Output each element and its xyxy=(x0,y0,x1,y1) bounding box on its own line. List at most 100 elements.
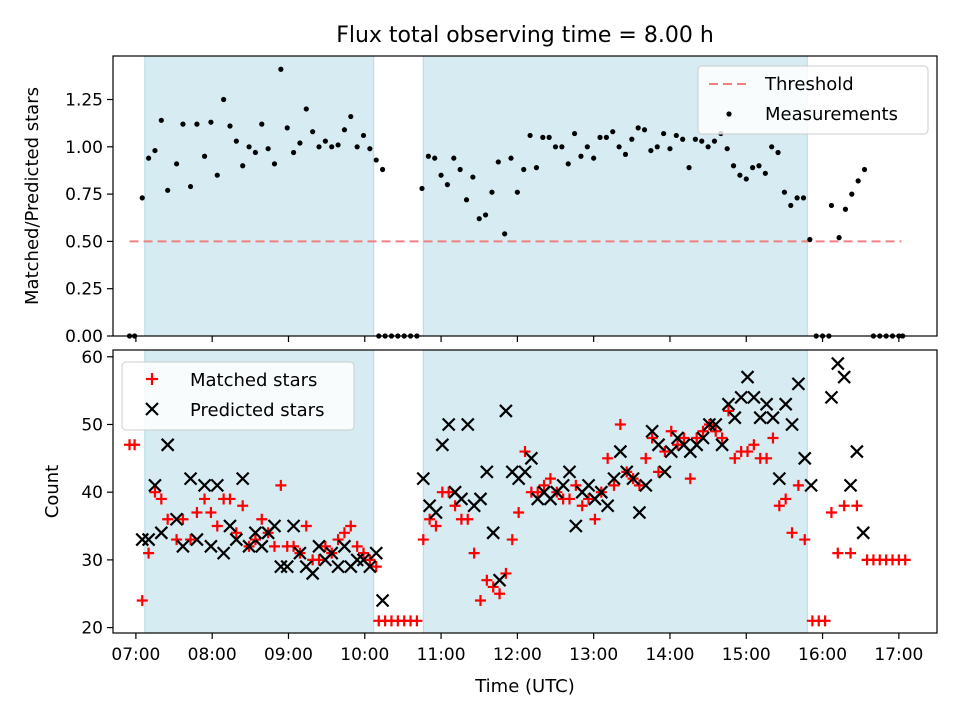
legend-measurements-swatch xyxy=(726,111,732,117)
measurement-point xyxy=(667,146,673,152)
matched-star-marker xyxy=(155,493,167,505)
matched-star-marker xyxy=(678,432,690,444)
matched-star-marker xyxy=(129,439,141,451)
matched-star-marker xyxy=(443,486,455,498)
bottom-y-tick-label: 30 xyxy=(81,551,103,571)
predicted-star-marker xyxy=(600,498,615,513)
measurement-point xyxy=(316,144,322,150)
bottom-y-tick-label: 50 xyxy=(81,415,103,435)
bottom-x-ticks: 07:00 08:00 09:00 10:00 11:00 12:00 13:00 14:00… xyxy=(111,633,923,665)
x-tick-label: 15:00 xyxy=(722,645,771,665)
measurement-point xyxy=(463,197,470,203)
matched-star-marker xyxy=(149,486,161,498)
matched-star-marker xyxy=(249,534,261,546)
measurement-point xyxy=(762,170,768,176)
measurement-point xyxy=(444,182,451,188)
matched-star-marker xyxy=(430,520,442,532)
measurement-point xyxy=(756,163,762,169)
predicted-star-marker xyxy=(843,478,858,493)
matched-star-marker xyxy=(786,527,798,539)
measurement-point xyxy=(692,136,698,142)
matched-star-marker xyxy=(684,473,696,485)
measurement-point xyxy=(173,161,180,167)
measurement-point xyxy=(781,189,788,195)
matched-star-marker xyxy=(513,506,525,518)
measurement-point xyxy=(641,127,648,133)
measurement-point xyxy=(673,132,679,139)
measurement-point xyxy=(724,146,730,152)
measurement-point xyxy=(552,144,559,150)
matched-star-marker xyxy=(177,513,189,525)
matched-star-marker xyxy=(799,534,811,546)
measurement-point xyxy=(146,155,152,161)
predicted-star-marker xyxy=(324,546,339,560)
predicted-star-marker xyxy=(658,465,672,479)
measurement-point xyxy=(310,129,316,135)
measurement-point xyxy=(861,166,868,173)
measurement-point xyxy=(348,113,354,120)
measurement-point xyxy=(158,117,164,123)
bottom-legend-box xyxy=(121,361,355,431)
measurement-point xyxy=(457,166,463,173)
predicted-star-marker xyxy=(791,377,806,391)
measurement-point xyxy=(194,121,200,127)
predicted-star-marker xyxy=(312,539,326,554)
predicted-star-marker xyxy=(753,410,768,425)
measurement-point xyxy=(303,106,309,112)
matched-star-marker xyxy=(653,466,665,478)
measurement-point xyxy=(571,130,578,137)
matched-star-marker xyxy=(532,486,544,498)
matched-star-marker xyxy=(162,513,174,525)
measurement-point xyxy=(521,166,527,173)
predicted-star-marker xyxy=(337,539,352,554)
matched-star-marker xyxy=(338,527,350,539)
predicted-star-marker xyxy=(785,417,799,432)
matched-star-marker xyxy=(665,425,677,437)
predicted-star-marker xyxy=(499,404,513,418)
matched-star-marker xyxy=(608,479,620,491)
matched-star-marker xyxy=(576,500,588,512)
legend-matched-swatch xyxy=(146,373,158,385)
matched-star-marker xyxy=(237,500,249,512)
matched-star-marker xyxy=(716,432,728,444)
top-y-tick-label: 0.25 xyxy=(65,280,103,300)
measurement-point xyxy=(214,172,220,178)
measurement-point xyxy=(508,155,514,161)
predicted-star-marker xyxy=(639,478,653,493)
measurement-point xyxy=(737,172,743,178)
bottom-y-axis-label: Count xyxy=(42,465,63,518)
measurement-point xyxy=(354,144,360,150)
x-tick-label: 14:00 xyxy=(645,645,694,665)
measurement-point xyxy=(603,134,609,140)
predicted-star-marker xyxy=(154,526,169,540)
predicted-star-marker xyxy=(607,471,621,486)
matched-star-marker xyxy=(449,500,461,512)
matched-star-marker xyxy=(748,439,760,451)
predicted-star-marker xyxy=(664,444,679,459)
predicted-star-marker xyxy=(632,505,647,520)
measurement-point xyxy=(259,121,265,127)
predicted-star-marker xyxy=(480,465,494,479)
measurement-point xyxy=(788,202,794,209)
measurement-point xyxy=(341,127,348,133)
observing-interval xyxy=(422,349,808,634)
matched-star-marker xyxy=(614,418,626,430)
matched-star-marker xyxy=(185,534,197,546)
predicted-star-marker xyxy=(837,370,851,384)
predicted-star-marker xyxy=(229,532,244,547)
legend-predicted-swatch xyxy=(145,402,159,416)
predicted-star-marker xyxy=(740,370,755,384)
matched-star-marker xyxy=(583,493,595,505)
matched-star-marker xyxy=(345,520,357,532)
measurement-point xyxy=(252,149,259,156)
predicted-star-marker xyxy=(804,478,818,493)
bottom-y-tick-label: 40 xyxy=(81,483,103,503)
top-observing-intervals xyxy=(144,55,808,337)
matched-star-marker xyxy=(792,479,804,491)
matched-star-marker xyxy=(659,446,671,458)
measurement-point xyxy=(233,138,239,144)
matched-star-marker xyxy=(691,432,703,444)
matched-star-marker xyxy=(230,527,242,539)
matched-star-marker xyxy=(780,493,792,505)
